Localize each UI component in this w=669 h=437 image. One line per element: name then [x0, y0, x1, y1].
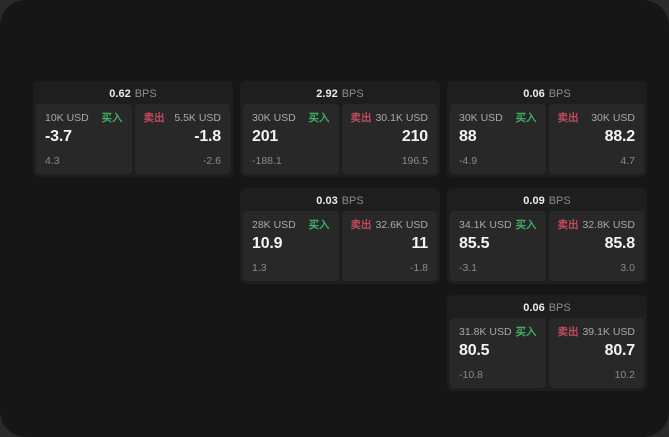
buy-sub-value: -10.8 — [459, 369, 483, 381]
sell-sub-value: 3.0 — [620, 262, 635, 274]
quote-card: 0.03 BPS 28K USD 买入 10.9 1.3 卖出 32.6K USD — [240, 188, 440, 284]
buy-size: 31.8K USD — [459, 326, 512, 338]
buy-label: 买入 — [515, 112, 537, 124]
buy-label: 买入 — [515, 326, 537, 338]
sell-size: 30.1K USD — [375, 112, 428, 124]
sell-size: 32.8K USD — [582, 219, 635, 231]
spread-header: 0.06 BPS — [450, 84, 644, 104]
sell-panel[interactable]: 卖出 5.5K USD -1.8 -2.6 — [134, 104, 230, 174]
buy-sub-value: 1.3 — [252, 262, 267, 274]
quote-card: 2.92 BPS 30K USD 买入 201 -188.1 卖出 30.1K U… — [240, 81, 440, 177]
buy-panel[interactable]: 10K USD 买入 -3.7 4.3 — [36, 104, 132, 174]
sell-panel[interactable]: 卖出 30K USD 88.2 4.7 — [548, 104, 644, 174]
buy-price: 80.5 — [459, 342, 490, 359]
sell-size: 5.5K USD — [174, 112, 221, 124]
buy-label: 买入 — [101, 112, 123, 124]
sell-label: 卖出 — [557, 219, 579, 231]
sell-label: 卖出 — [557, 112, 579, 124]
sell-label: 卖出 — [350, 219, 372, 231]
buy-panel[interactable]: 28K USD 买入 10.9 1.3 — [243, 211, 339, 281]
sell-price: 80.7 — [604, 342, 636, 359]
sell-price: 11 — [411, 235, 428, 252]
bps-unit-label: BPS — [548, 88, 571, 100]
spread-header: 0.62 BPS — [36, 84, 230, 104]
sell-size: 39.1K USD — [582, 326, 635, 338]
buy-price: 10.9 — [252, 235, 283, 252]
spread-value: 0.03 — [316, 195, 338, 207]
buy-panel[interactable]: 30K USD 买入 88 -4.9 — [450, 104, 546, 174]
sell-sub-value: -2.6 — [202, 155, 221, 167]
bps-unit-label: BPS — [134, 88, 157, 100]
buy-size: 30K USD — [459, 112, 503, 124]
sell-label: 卖出 — [143, 112, 165, 124]
buy-label: 买入 — [515, 219, 537, 231]
sell-price: 210 — [401, 128, 428, 145]
buy-size: 30K USD — [252, 112, 296, 124]
sell-size: 32.6K USD — [375, 219, 428, 231]
sell-panel[interactable]: 卖出 30.1K USD 210 196.5 — [341, 104, 437, 174]
spread-header: 0.03 BPS — [243, 191, 437, 211]
sell-size: 30K USD — [591, 112, 635, 124]
spread-value: 2.92 — [316, 88, 338, 100]
buy-price: -3.7 — [45, 128, 72, 145]
sell-price: 88.2 — [604, 128, 636, 145]
sell-price: 85.8 — [604, 235, 636, 252]
sell-panel[interactable]: 卖出 32.8K USD 85.8 3.0 — [548, 211, 644, 281]
buy-price: 85.5 — [459, 235, 490, 252]
spread-value: 0.62 — [109, 88, 131, 100]
spread-header: 0.09 BPS — [450, 191, 644, 211]
quote-card: 0.06 BPS 31.8K USD 买入 80.5 -10.8 卖出 39.1K… — [447, 295, 647, 391]
sell-sub-value: 196.5 — [401, 155, 428, 167]
sell-panel[interactable]: 卖出 32.6K USD 11 -1.8 — [341, 211, 437, 281]
buy-label: 买入 — [308, 219, 330, 231]
buy-sub-value: -188.1 — [252, 155, 282, 167]
buy-size: 10K USD — [45, 112, 89, 124]
buy-panel[interactable]: 31.8K USD 买入 80.5 -10.8 — [450, 318, 546, 388]
bps-unit-label: BPS — [548, 195, 571, 207]
buy-sub-value: -3.1 — [459, 262, 478, 274]
spread-header: 0.06 BPS — [450, 298, 644, 318]
bps-unit-label: BPS — [548, 302, 571, 314]
buy-sub-value: -4.9 — [459, 155, 478, 167]
sell-panel[interactable]: 卖出 39.1K USD 80.7 10.2 — [548, 318, 644, 388]
bps-unit-label: BPS — [341, 195, 364, 207]
buy-label: 买入 — [308, 112, 330, 124]
buy-panel[interactable]: 34.1K USD 买入 85.5 -3.1 — [450, 211, 546, 281]
buy-sub-value: 4.3 — [45, 155, 60, 167]
spread-header: 2.92 BPS — [243, 84, 437, 104]
bps-unit-label: BPS — [341, 88, 364, 100]
sell-label: 卖出 — [557, 326, 579, 338]
quote-card: 0.06 BPS 30K USD 买入 88 -4.9 卖出 30K USD — [447, 81, 647, 177]
sell-sub-value: 10.2 — [614, 369, 635, 381]
buy-size: 34.1K USD — [459, 219, 512, 231]
buy-price: 201 — [252, 128, 279, 145]
spread-value: 0.09 — [523, 195, 545, 207]
sell-sub-value: -1.8 — [409, 262, 428, 274]
buy-panel[interactable]: 30K USD 买入 201 -188.1 — [243, 104, 339, 174]
sell-sub-value: 4.7 — [620, 155, 635, 167]
buy-price: 88 — [459, 128, 477, 145]
quote-card: 0.62 BPS 10K USD 买入 -3.7 4.3 卖出 5.5K USD — [33, 81, 233, 177]
sell-price: -1.8 — [194, 128, 221, 145]
quote-card-grid: 0.62 BPS 10K USD 买入 -3.7 4.3 卖出 5.5K USD — [33, 81, 647, 391]
spread-value: 0.06 — [523, 302, 545, 314]
quote-card: 0.09 BPS 34.1K USD 买入 85.5 -3.1 卖出 32.8K … — [447, 188, 647, 284]
buy-size: 28K USD — [252, 219, 296, 231]
spread-value: 0.06 — [523, 88, 545, 100]
sell-label: 卖出 — [350, 112, 372, 124]
